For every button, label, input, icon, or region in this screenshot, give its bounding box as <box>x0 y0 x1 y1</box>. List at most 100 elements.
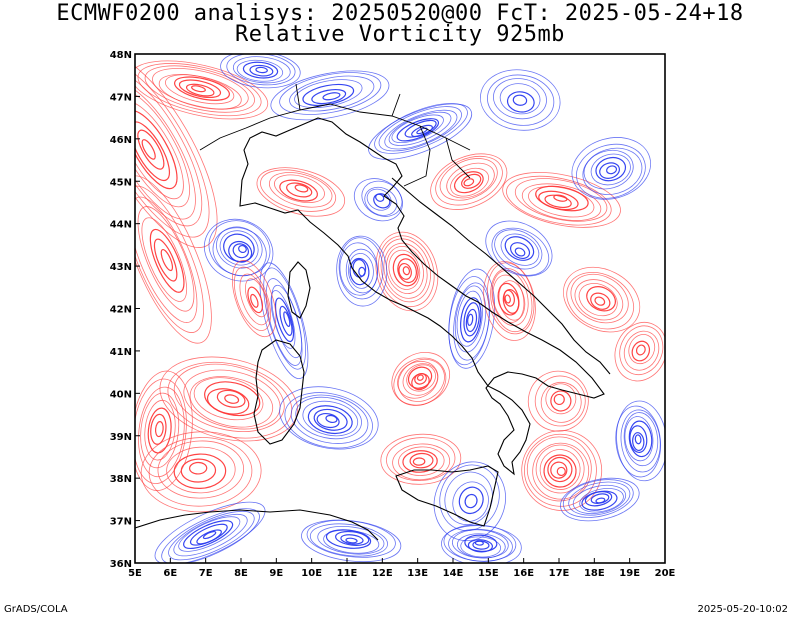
positive-vorticity-contour <box>623 330 660 371</box>
positive-vorticity-contour <box>398 446 445 476</box>
negative-vorticity-contour <box>302 400 359 437</box>
negative-vorticity-contour <box>345 537 358 544</box>
negative-vorticity-contour <box>590 153 631 186</box>
negative-vorticity-contour <box>309 523 388 557</box>
positive-vorticity-contour <box>614 322 665 382</box>
positive-vorticity-contour <box>135 196 198 323</box>
positive-vorticity-contour <box>137 206 195 312</box>
negative-vorticity-contour <box>249 64 274 77</box>
positive-vorticity-contour <box>402 266 411 276</box>
positive-vorticity-contour <box>402 363 439 396</box>
positive-vorticity-contour <box>173 363 285 432</box>
lon-tick-label: 10E <box>301 568 322 579</box>
negative-vorticity-contour <box>579 488 624 513</box>
negative-vorticity-contour <box>255 66 268 74</box>
positive-vorticity-contour <box>140 392 180 469</box>
positive-vorticity-contour <box>174 76 230 101</box>
positive-vorticity-contour <box>550 390 572 412</box>
lon-tick-label: 6E <box>163 568 177 579</box>
positive-vorticity-contour <box>189 376 274 428</box>
negative-vorticity-contour <box>178 516 241 552</box>
negative-vorticity-contour <box>499 83 541 115</box>
negative-vorticity-contour <box>452 481 489 522</box>
negative-vorticity-contour <box>270 70 390 121</box>
positive-vorticity-contour <box>135 175 212 344</box>
positive-vorticity-contour <box>392 443 451 481</box>
negative-vorticity-contour <box>514 247 526 257</box>
negative-vorticity-contour <box>464 534 498 552</box>
lat-tick-label: 47N <box>110 92 132 103</box>
lat-tick-label: 44N <box>110 220 132 231</box>
negative-vorticity-contour <box>623 412 659 467</box>
negative-vorticity-contour <box>506 91 535 113</box>
positive-vorticity-contour <box>526 436 592 502</box>
positive-vorticity-contour <box>137 129 165 170</box>
negative-vorticity-contour <box>236 59 284 82</box>
positive-vorticity-contour <box>635 344 646 356</box>
positive-vorticity-contour <box>521 183 602 221</box>
lon-tick-label: 7E <box>199 568 213 579</box>
negative-vorticity-contour <box>238 244 247 254</box>
negative-vorticity-contour <box>316 413 340 429</box>
positive-vorticity-contour <box>578 283 618 317</box>
positive-vorticity-contour <box>135 54 218 248</box>
positive-vorticity-contour <box>435 155 503 206</box>
positive-vorticity-contour <box>412 457 426 466</box>
positive-vorticity-contour <box>631 340 651 362</box>
positive-vorticity-contour <box>563 266 641 333</box>
positive-vorticity-contour <box>193 377 264 421</box>
lat-tick-label: 41N <box>110 347 132 358</box>
negative-vorticity-contour <box>485 220 553 277</box>
negative-vorticity-contour <box>439 464 500 532</box>
negative-vorticity-contour <box>464 493 478 509</box>
positive-vorticity-contour <box>619 325 664 376</box>
negative-vorticity-contour <box>595 156 627 182</box>
negative-vorticity-contour <box>270 290 296 349</box>
positive-vorticity-contour <box>502 172 621 228</box>
negative-vorticity-contour <box>632 432 645 452</box>
positive-vorticity-contour <box>135 82 196 220</box>
negative-vorticity-contour <box>279 305 293 336</box>
negative-vorticity-contour <box>242 61 279 79</box>
negative-vorticity-contour <box>628 420 653 458</box>
negative-vorticity-contour <box>487 74 555 126</box>
lon-tick-label: 16E <box>513 568 534 579</box>
negative-vorticity-contour <box>571 137 652 200</box>
negative-vorticity-contour <box>347 253 374 289</box>
lon-tick-label: 12E <box>372 568 393 579</box>
positive-vorticity-contour <box>147 407 172 454</box>
lon-tick-label: 8E <box>234 568 248 579</box>
positive-vorticity-contour <box>135 110 178 190</box>
positive-vorticity-contour <box>498 280 526 321</box>
positive-vorticity-contour <box>553 194 568 202</box>
negative-vorticity-contour <box>560 477 640 522</box>
positive-vorticity-contour <box>231 260 277 338</box>
positive-vorticity-contour <box>497 282 520 316</box>
positive-vorticity-contour <box>439 158 498 201</box>
map-title: ECMWF0200 analisys: 20250520@00 FcT: 202… <box>56 1 744 26</box>
negative-vorticity-contour <box>480 69 561 131</box>
lat-tick-label: 40N <box>110 389 132 400</box>
sicily-coastline <box>395 465 499 527</box>
positive-vorticity-contour <box>556 466 566 477</box>
positive-vorticity-contour <box>461 173 482 189</box>
negative-vorticity-contour <box>583 149 634 190</box>
negative-vorticity-contour <box>615 405 662 478</box>
negative-vorticity-contour <box>465 308 478 333</box>
negative-vorticity-contour <box>448 268 495 369</box>
positive-vorticity-contour <box>135 69 203 227</box>
lon-tick-label: 11E <box>337 568 358 579</box>
negative-vorticity-contour <box>317 526 385 555</box>
positive-vorticity-contour <box>260 169 337 212</box>
negative-vorticity-contour <box>208 220 271 277</box>
positive-vorticity-contour <box>138 386 185 478</box>
negative-vorticity-contour <box>460 536 502 558</box>
positive-vorticity-contour <box>506 175 612 226</box>
negative-vorticity-contour <box>472 540 490 550</box>
positive-vorticity-contour <box>553 393 565 406</box>
negative-vorticity-contour <box>283 311 291 327</box>
positive-vorticity-contour <box>185 83 215 97</box>
negative-vorticity-contour <box>339 242 378 296</box>
positive-vorticity-contour <box>204 381 261 417</box>
